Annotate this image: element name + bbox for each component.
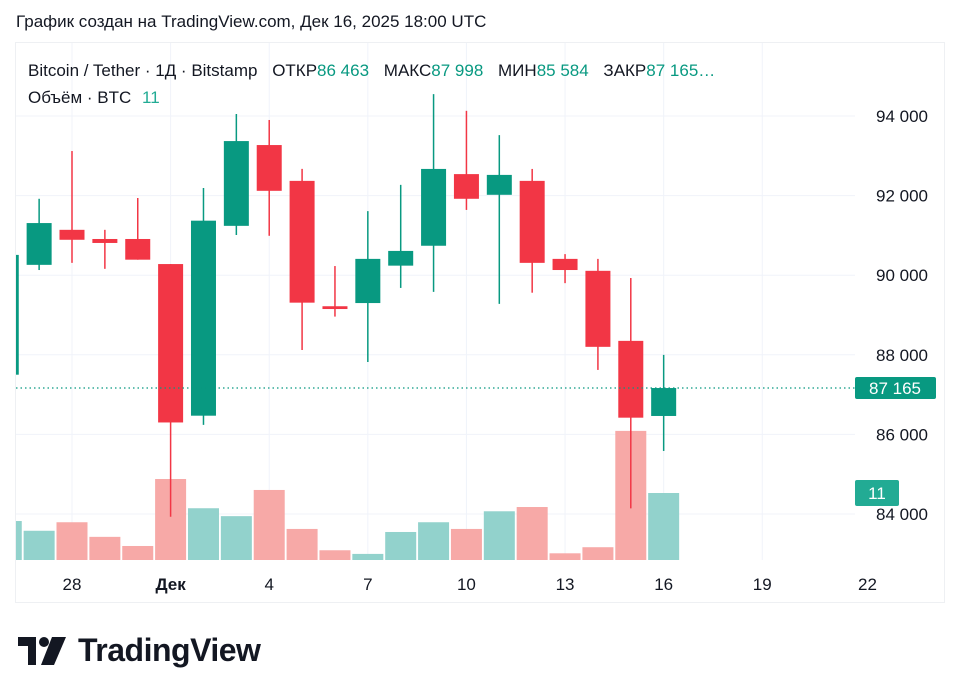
y-tick-label: 86 000 [876, 425, 928, 444]
legend-high-label: МАКС [383, 61, 432, 80]
candle-body [16, 254, 19, 375]
volume-bar [582, 547, 614, 560]
tradingview-logo[interactable]: TradingView [18, 632, 261, 669]
volume-bar [286, 528, 318, 560]
y-tick-label: 94 000 [876, 107, 928, 126]
last-price-badge [855, 377, 936, 400]
candle-body [552, 258, 578, 271]
candle-body [223, 141, 249, 226]
volume-bar [549, 553, 581, 560]
volume-bar [418, 522, 450, 560]
candle-body [618, 340, 644, 418]
legend-low-label: МИН [498, 61, 537, 80]
candles [16, 94, 677, 517]
candle-body [256, 145, 282, 191]
volume-bar [122, 545, 154, 560]
candle-body [355, 258, 381, 304]
volume-bar [220, 516, 252, 560]
tradingview-logo-icon [18, 636, 66, 665]
chart-frame [15, 42, 945, 603]
candle-body [289, 180, 315, 303]
volume-bar [187, 508, 219, 560]
y-tick-label: 84 000 [876, 505, 928, 524]
volume-bar [56, 522, 88, 560]
last-volume-badge [855, 480, 899, 507]
axes: 94 000 92 000 90 000 88 000 86 000 84 000 28 Де… [63, 107, 928, 594]
candle-body [519, 180, 545, 263]
volume-bar [16, 521, 22, 560]
legend-open-label: ОТКР [272, 61, 318, 80]
candle-body [421, 168, 447, 246]
last-volume-label: 11 [868, 484, 886, 503]
y-tick-label: 92 000 [876, 187, 928, 206]
volume-bar [483, 511, 515, 560]
candle-body [26, 223, 52, 265]
last-price-label: 87 165 [869, 379, 921, 398]
legend-low-value: 85 584 [536, 61, 589, 80]
x-tick-label: 22 [858, 575, 877, 594]
x-tick-label: 4 [264, 575, 273, 594]
candle-body [322, 306, 348, 310]
x-tick-label: 28 [63, 575, 82, 594]
volume-bar [385, 531, 417, 560]
volume-bar [23, 530, 55, 560]
legend-volume-title[interactable]: Объём · BTC [28, 88, 132, 107]
chart-caption: График создан на TradingView.com, Дек 16… [16, 12, 487, 31]
x-tick-label: 19 [753, 575, 772, 594]
candle-body [190, 220, 216, 416]
legend-symbol[interactable]: Bitcoin / Tether · 1Д · Bitstamp [28, 61, 258, 80]
volume-bar [648, 493, 680, 560]
candle-body [453, 174, 479, 199]
volume-bars [16, 430, 680, 560]
candle-body [158, 264, 184, 423]
tradingview-logo-text: TradingView [78, 632, 261, 668]
volume-bar [89, 536, 121, 560]
y-tick-label: 90 000 [876, 266, 928, 285]
x-tick-label: 16 [654, 575, 673, 594]
candle-body [388, 250, 414, 266]
candle-body [486, 174, 512, 195]
volume-bar [450, 528, 482, 560]
legend-close-value: 87 165… [646, 61, 716, 80]
chart-legend: Bitcoin / Tether · 1Д · Bitstamp ОТКР86 … [28, 57, 715, 111]
y-tick-label: 88 000 [876, 346, 928, 365]
legend-open-value: 86 463 [317, 61, 370, 80]
volume-bar [352, 553, 384, 560]
volume-bar [516, 507, 548, 560]
candle-body [125, 238, 151, 260]
x-tick-label: 7 [363, 575, 372, 594]
legend-close-label: ЗАКР [603, 61, 647, 80]
x-tick-label: 13 [556, 575, 575, 594]
candle-body [585, 270, 611, 347]
legend-volume-row: Объём · BTC 11 [28, 84, 715, 111]
legend-volume-value: 11 [142, 88, 160, 107]
legend-ohlc-row: Bitcoin / Tether · 1Д · Bitstamp ОТКР86 … [28, 57, 715, 84]
x-tick-label: 10 [457, 575, 476, 594]
candle-body [59, 229, 85, 240]
legend-high-value: 87 998 [431, 61, 484, 80]
x-tick-label: Дек [155, 575, 186, 594]
volume-bar [253, 489, 285, 560]
overlay: 87 165 11 [16, 377, 936, 507]
grid [16, 43, 855, 560]
volume-bar [319, 550, 351, 560]
candle-body [92, 238, 118, 243]
candle-body [651, 388, 677, 416]
